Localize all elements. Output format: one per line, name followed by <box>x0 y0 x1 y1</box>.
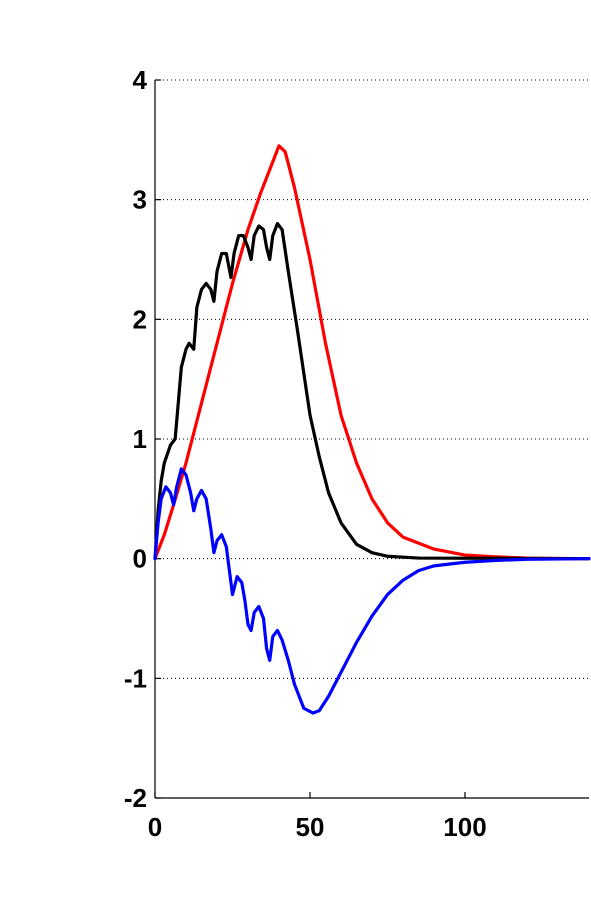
x-tick-label-2: 100 <box>443 812 486 842</box>
y-tick-label-2: 0 <box>133 544 147 574</box>
x-tick-label-1: 50 <box>296 812 325 842</box>
y-tick-label-5: 3 <box>133 185 147 215</box>
series-line-2 <box>153 467 591 715</box>
series-line-1 <box>153 222 591 561</box>
tick-labels: -2 -1 0 1 2 3 4 0 50 100 <box>124 65 487 842</box>
x-tick-label-0: 0 <box>148 812 162 842</box>
y-tick-label-3: 1 <box>133 424 147 454</box>
y-tick-label-0: -2 <box>124 783 147 813</box>
y-tick-label-1: -1 <box>124 663 147 693</box>
y-tick-label-4: 2 <box>133 304 147 334</box>
y-tick-label-6: 4 <box>133 65 148 95</box>
tick-marks <box>154 79 466 799</box>
grid-lines <box>155 79 589 679</box>
series-lines <box>153 144 591 715</box>
series-line-0 <box>153 144 591 561</box>
